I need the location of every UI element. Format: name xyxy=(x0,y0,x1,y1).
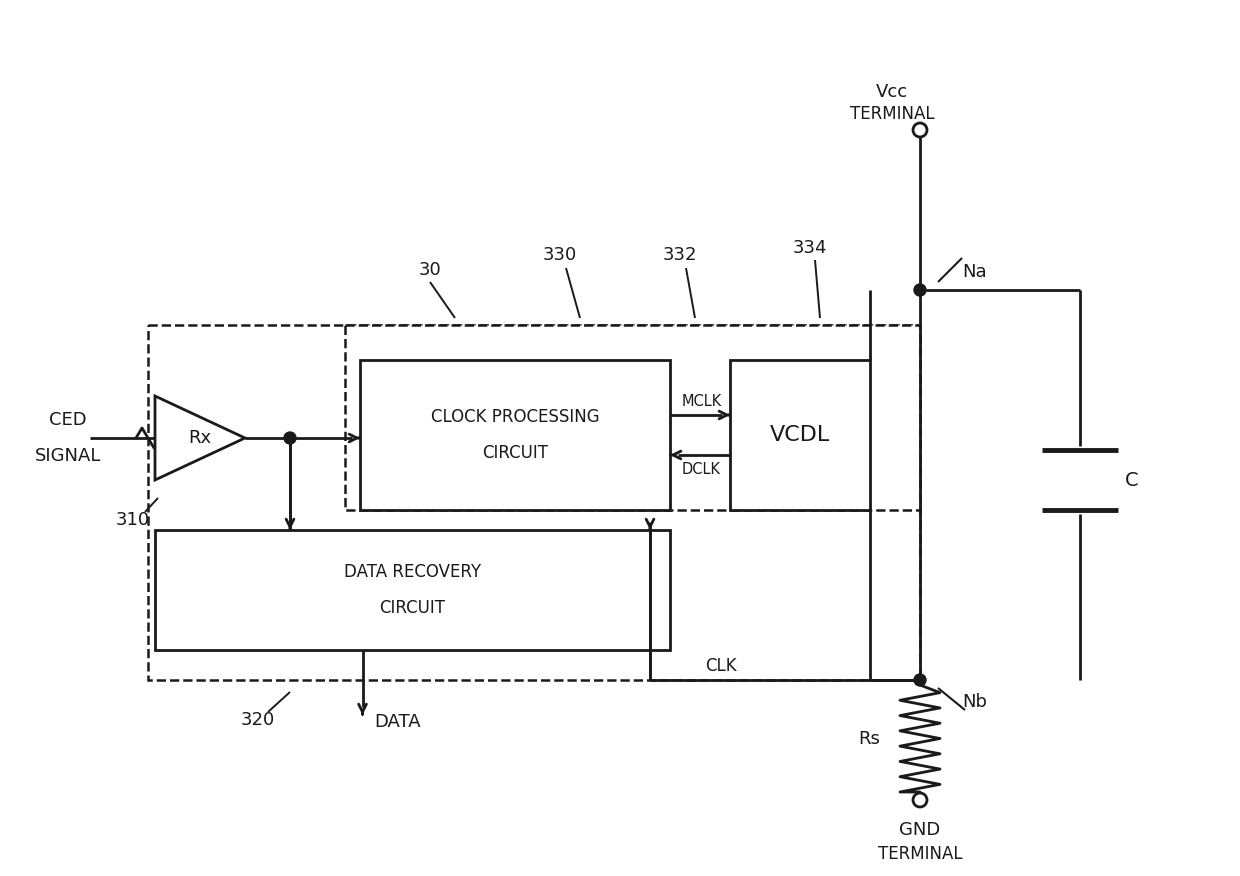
Text: Na: Na xyxy=(962,263,987,281)
Text: C: C xyxy=(1125,470,1138,490)
Circle shape xyxy=(284,432,296,444)
Text: CIRCUIT: CIRCUIT xyxy=(379,599,445,617)
Text: 310: 310 xyxy=(115,511,150,529)
Bar xyxy=(155,530,670,650)
Text: Vcc: Vcc xyxy=(875,83,908,101)
Polygon shape xyxy=(155,396,246,480)
Bar xyxy=(730,360,870,510)
Text: Nb: Nb xyxy=(962,693,987,711)
Text: TERMINAL: TERMINAL xyxy=(849,105,934,123)
Bar xyxy=(360,360,670,510)
Text: DATA: DATA xyxy=(374,713,422,731)
Text: 334: 334 xyxy=(792,239,827,257)
Text: 320: 320 xyxy=(241,711,275,729)
Circle shape xyxy=(913,123,928,137)
Text: SIGNAL: SIGNAL xyxy=(35,447,102,465)
Text: MCLK: MCLK xyxy=(682,393,722,408)
Text: TERMINAL: TERMINAL xyxy=(878,845,962,863)
Text: GND: GND xyxy=(899,821,941,839)
Circle shape xyxy=(914,674,926,686)
Text: 332: 332 xyxy=(662,246,697,264)
Text: DATA RECOVERY: DATA RECOVERY xyxy=(343,563,481,581)
Text: 30: 30 xyxy=(419,261,441,279)
Text: CED: CED xyxy=(50,411,87,429)
Text: CIRCUIT: CIRCUIT xyxy=(482,444,548,462)
Text: Rs: Rs xyxy=(858,730,880,747)
Text: CLK: CLK xyxy=(706,657,737,675)
Text: VCDL: VCDL xyxy=(770,425,830,445)
Circle shape xyxy=(913,793,928,807)
Circle shape xyxy=(914,284,926,296)
Text: CLOCK PROCESSING: CLOCK PROCESSING xyxy=(430,408,599,426)
Text: Rx: Rx xyxy=(188,429,212,447)
Text: DCLK: DCLK xyxy=(682,462,720,477)
Bar xyxy=(345,325,920,510)
Bar xyxy=(148,325,920,680)
Text: 330: 330 xyxy=(543,246,577,264)
